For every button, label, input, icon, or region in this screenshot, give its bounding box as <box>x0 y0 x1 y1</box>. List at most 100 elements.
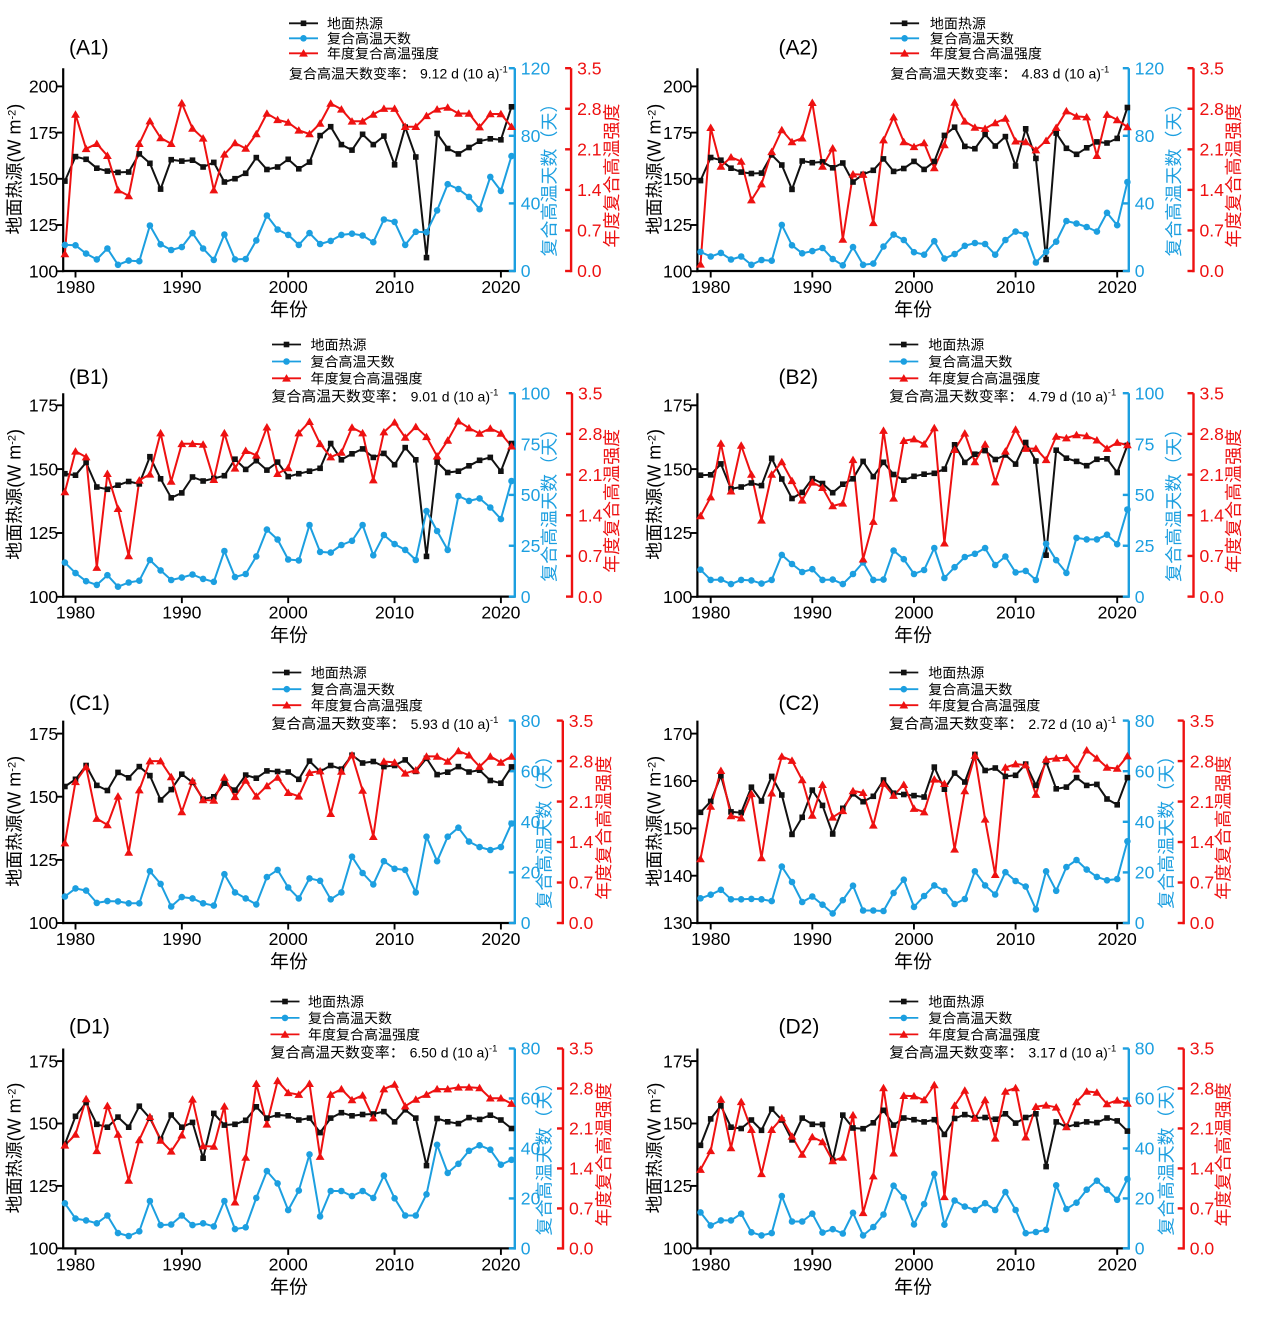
svg-text:75: 75 <box>521 434 541 454</box>
svg-text:20: 20 <box>1135 863 1155 883</box>
svg-text:20: 20 <box>1135 1189 1155 1209</box>
svg-text:2020: 2020 <box>1098 929 1137 949</box>
svg-text:80: 80 <box>521 1039 541 1059</box>
svg-text:100: 100 <box>663 261 693 281</box>
svg-text:100: 100 <box>1135 383 1165 403</box>
svg-text:1.4: 1.4 <box>569 832 594 852</box>
svg-text:80: 80 <box>1135 711 1155 731</box>
svg-text:(A1): (A1) <box>69 37 109 60</box>
svg-text:1.4: 1.4 <box>1190 832 1215 852</box>
svg-text:100: 100 <box>663 1239 693 1259</box>
svg-text:150: 150 <box>29 459 59 479</box>
svg-text:150: 150 <box>663 459 693 479</box>
svg-text:2.8: 2.8 <box>1190 751 1215 771</box>
svg-text:100: 100 <box>29 913 59 933</box>
svg-text:0.7: 0.7 <box>569 1199 593 1219</box>
svg-text:2000: 2000 <box>894 929 933 949</box>
svg-text:175: 175 <box>663 123 693 143</box>
svg-text:100: 100 <box>29 261 59 281</box>
svg-text:3.5: 3.5 <box>1190 1039 1215 1059</box>
svg-text:1980: 1980 <box>56 929 95 949</box>
svg-text:175: 175 <box>29 724 59 744</box>
svg-text:40: 40 <box>1135 1139 1155 1159</box>
svg-text:150: 150 <box>663 169 693 189</box>
svg-text:40: 40 <box>1135 194 1155 214</box>
svg-text:2.1: 2.1 <box>578 465 602 485</box>
svg-text:1980: 1980 <box>691 929 730 949</box>
svg-text:0.0: 0.0 <box>577 261 602 281</box>
svg-text:100: 100 <box>663 587 693 607</box>
svg-text:2000: 2000 <box>894 277 933 297</box>
svg-text:1990: 1990 <box>162 1254 201 1274</box>
svg-text:25: 25 <box>1135 536 1155 556</box>
svg-text:3.5: 3.5 <box>1200 58 1225 78</box>
svg-text:40: 40 <box>521 1139 541 1159</box>
svg-text:2020: 2020 <box>481 929 520 949</box>
svg-text:125: 125 <box>663 523 693 543</box>
svg-text:2.8: 2.8 <box>1200 99 1225 119</box>
svg-text:150: 150 <box>29 787 59 807</box>
svg-text:1.4: 1.4 <box>1200 505 1225 525</box>
svg-text:1990: 1990 <box>162 603 201 623</box>
svg-text:0.7: 0.7 <box>1190 1199 1214 1219</box>
svg-text:0.7: 0.7 <box>577 221 601 241</box>
svg-text:0.7: 0.7 <box>1200 221 1224 241</box>
svg-text:0.0: 0.0 <box>1190 913 1215 933</box>
svg-text:2000: 2000 <box>269 1254 308 1274</box>
svg-text:2.8: 2.8 <box>1200 424 1225 444</box>
svg-text:2.1: 2.1 <box>569 792 593 812</box>
svg-text:(D2): (D2) <box>779 1016 820 1039</box>
svg-text:2.8: 2.8 <box>577 99 602 119</box>
svg-text:3.5: 3.5 <box>578 383 603 403</box>
svg-text:2.1: 2.1 <box>1200 465 1224 485</box>
svg-text:9.12 d (10 a)-1: 9.12 d (10 a)-1 <box>420 65 508 82</box>
svg-text:40: 40 <box>1135 812 1155 832</box>
svg-text:125: 125 <box>663 215 693 235</box>
svg-text:3.5: 3.5 <box>569 1039 594 1059</box>
svg-text:160: 160 <box>663 771 693 791</box>
svg-text:100: 100 <box>521 383 551 403</box>
svg-text:1.4: 1.4 <box>1190 1159 1215 1179</box>
svg-text:1.4: 1.4 <box>578 505 603 525</box>
svg-text:0.7: 0.7 <box>569 873 593 893</box>
svg-text:80: 80 <box>521 711 541 731</box>
svg-text:2000: 2000 <box>894 603 933 623</box>
svg-text:40: 40 <box>521 194 541 214</box>
svg-text:150: 150 <box>29 169 59 189</box>
svg-text:0.7: 0.7 <box>1200 546 1224 566</box>
svg-text:3.5: 3.5 <box>569 711 594 731</box>
svg-text:1.4: 1.4 <box>1200 180 1225 200</box>
svg-text:1990: 1990 <box>793 277 832 297</box>
svg-text:120: 120 <box>1135 58 1165 78</box>
svg-text:175: 175 <box>663 1051 693 1071</box>
svg-text:120: 120 <box>521 58 551 78</box>
svg-text:2010: 2010 <box>375 929 414 949</box>
svg-text:1.4: 1.4 <box>569 1159 594 1179</box>
svg-text:3.5: 3.5 <box>1200 383 1225 403</box>
svg-text:(B1): (B1) <box>69 366 109 389</box>
svg-text:(C2): (C2) <box>779 692 820 715</box>
svg-text:175: 175 <box>663 396 693 416</box>
svg-text:0.0: 0.0 <box>1190 1239 1215 1259</box>
svg-text:1.4: 1.4 <box>577 180 602 200</box>
svg-text:3.17 d (10 a)-1: 3.17 d (10 a)-1 <box>1028 1044 1116 1061</box>
svg-text:60: 60 <box>521 761 541 781</box>
svg-text:9.01 d (10 a)-1: 9.01 d (10 a)-1 <box>411 388 499 405</box>
svg-text:0.0: 0.0 <box>578 587 603 607</box>
svg-text:0.7: 0.7 <box>1190 873 1214 893</box>
svg-text:2.8: 2.8 <box>569 1079 594 1099</box>
svg-text:175: 175 <box>29 123 59 143</box>
svg-text:2020: 2020 <box>481 277 520 297</box>
svg-text:125: 125 <box>29 1176 59 1196</box>
svg-text:80: 80 <box>1135 1039 1155 1059</box>
svg-text:175: 175 <box>29 396 59 416</box>
svg-text:2010: 2010 <box>375 277 414 297</box>
svg-text:0: 0 <box>1135 1239 1145 1259</box>
svg-text:1980: 1980 <box>691 1254 730 1274</box>
svg-text:2010: 2010 <box>996 929 1035 949</box>
svg-text:60: 60 <box>1135 1089 1155 1109</box>
svg-text:2010: 2010 <box>375 603 414 623</box>
svg-text:4.79 d (10 a)-1: 4.79 d (10 a)-1 <box>1028 388 1116 405</box>
svg-text:2020: 2020 <box>481 1254 520 1274</box>
svg-text:60: 60 <box>521 1089 541 1109</box>
